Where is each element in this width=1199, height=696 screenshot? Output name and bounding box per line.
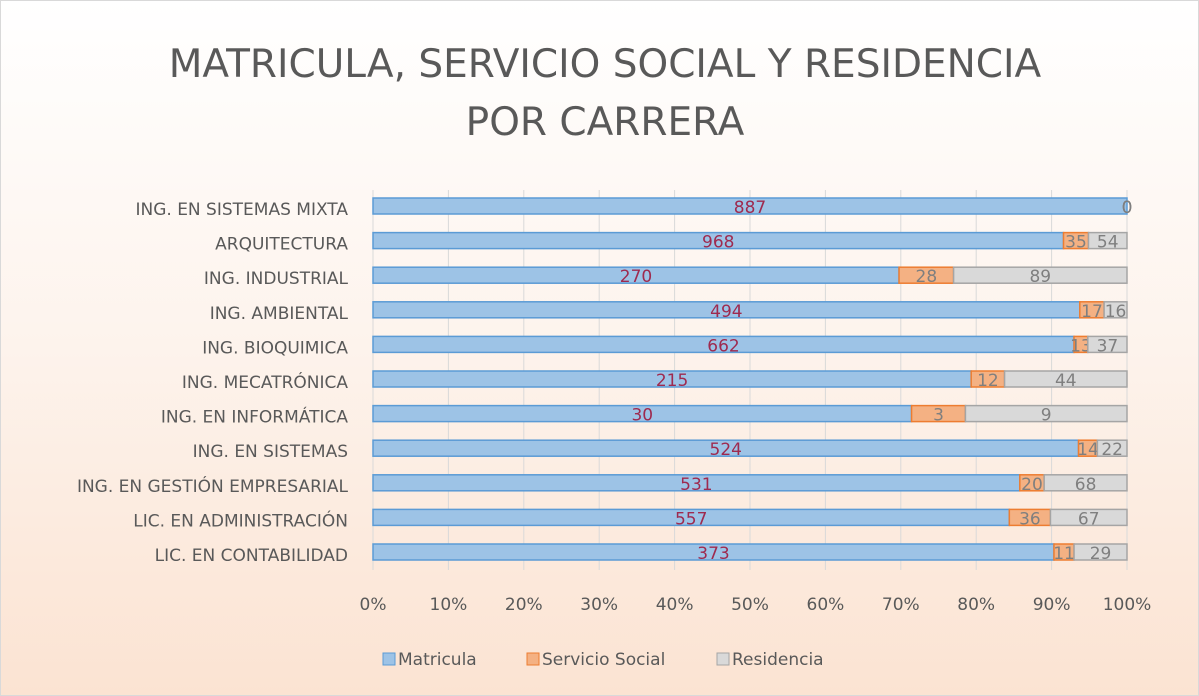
- data-label: 89: [1029, 267, 1051, 287]
- data-label: 270: [620, 267, 652, 287]
- data-label: 29: [1090, 544, 1112, 564]
- y-tick-label: ARQUITECTURA: [215, 235, 348, 255]
- legend-swatch: [382, 652, 396, 666]
- bar-segment: [964, 404, 1128, 423]
- legend-label: Residencia: [732, 650, 824, 670]
- y-tick-label: ING. EN SISTEMAS: [193, 442, 348, 462]
- x-tick-label: 60%: [807, 595, 845, 615]
- data-label: 35: [1065, 233, 1087, 253]
- bar-segment: [1087, 231, 1128, 250]
- x-tick-label: 100%: [1103, 595, 1152, 615]
- data-label: 67: [1078, 509, 1100, 529]
- data-label: 54: [1097, 233, 1119, 253]
- data-label: 531: [680, 475, 712, 495]
- y-tick-label: ING. EN SISTEMAS MIXTA: [135, 200, 348, 220]
- bar-segment: [1087, 335, 1128, 354]
- x-tick-label: 40%: [656, 595, 694, 615]
- bar-segment: [952, 266, 1128, 284]
- data-label: 37: [1097, 336, 1119, 356]
- y-tick-label: LIC. EN ADMINISTRACIÓN: [133, 509, 348, 531]
- data-label: 215: [656, 371, 688, 391]
- x-tick-label: 10%: [430, 595, 468, 615]
- data-label: 30: [631, 406, 653, 426]
- data-label: 36: [1019, 509, 1041, 529]
- data-label: 3: [933, 406, 944, 426]
- y-tick-label: ING. AMBIENTAL: [210, 304, 349, 324]
- data-label: 13: [1070, 336, 1092, 356]
- data-label: 557: [675, 509, 707, 529]
- bar-segment: [1096, 439, 1128, 457]
- data-label: 494: [710, 302, 742, 322]
- y-tick-label: ING. EN INFORMÁTICA: [161, 406, 349, 428]
- y-tick-label: ING. MECATRÓNICA: [182, 371, 348, 393]
- bar-segment: [372, 197, 1128, 215]
- bar-segment: [1073, 543, 1128, 561]
- data-label: 16: [1105, 302, 1127, 322]
- y-tick-label: ING. EN GESTIÓN EMPRESARIAL: [77, 475, 349, 497]
- data-label: 968: [702, 233, 734, 253]
- x-tick-label: 20%: [505, 595, 543, 615]
- data-label: 662: [707, 336, 739, 356]
- chart-title: MATRICULA, SERVICIO SOCIAL Y RESIDENCIA …: [168, 42, 1042, 145]
- y-tick-label: ING. INDUSTRIAL: [204, 269, 349, 289]
- bar-segment: [1049, 508, 1128, 527]
- data-label: 0: [1122, 198, 1133, 218]
- legend-label: Servicio Social: [542, 650, 665, 670]
- data-label: 17: [1081, 302, 1103, 322]
- y-tick-label: LIC. EN CONTABILIDAD: [155, 546, 348, 566]
- data-label: 20: [1021, 475, 1043, 495]
- bar-segment: [1043, 474, 1128, 492]
- data-label: 14: [1077, 440, 1099, 460]
- data-label: 44: [1055, 371, 1077, 391]
- bar-segment: [1103, 301, 1128, 319]
- data-label: 12: [977, 371, 999, 391]
- x-tick-label: 50%: [731, 595, 769, 615]
- legend-swatch: [716, 652, 730, 666]
- data-label: 68: [1075, 475, 1097, 495]
- data-label: 11: [1053, 544, 1075, 564]
- data-label: 9: [1041, 406, 1052, 426]
- data-label: 887: [734, 198, 766, 218]
- x-tick-label: 90%: [1033, 595, 1071, 615]
- x-tick-label: 30%: [580, 595, 618, 615]
- data-label: 373: [697, 544, 729, 564]
- x-tick-label: 70%: [882, 595, 920, 615]
- legend-label: Matricula: [398, 650, 477, 670]
- legend-swatch: [526, 652, 540, 666]
- y-tick-label: ING. BIOQUIMICA: [202, 338, 348, 358]
- bar-segment: [1003, 370, 1128, 388]
- data-label: 0: [1122, 198, 1133, 218]
- data-label: 22: [1101, 440, 1123, 460]
- x-tick-label: 80%: [957, 595, 995, 615]
- data-label: 28: [916, 267, 938, 287]
- data-label: 524: [710, 440, 742, 460]
- x-tick-label: 0%: [360, 595, 387, 615]
